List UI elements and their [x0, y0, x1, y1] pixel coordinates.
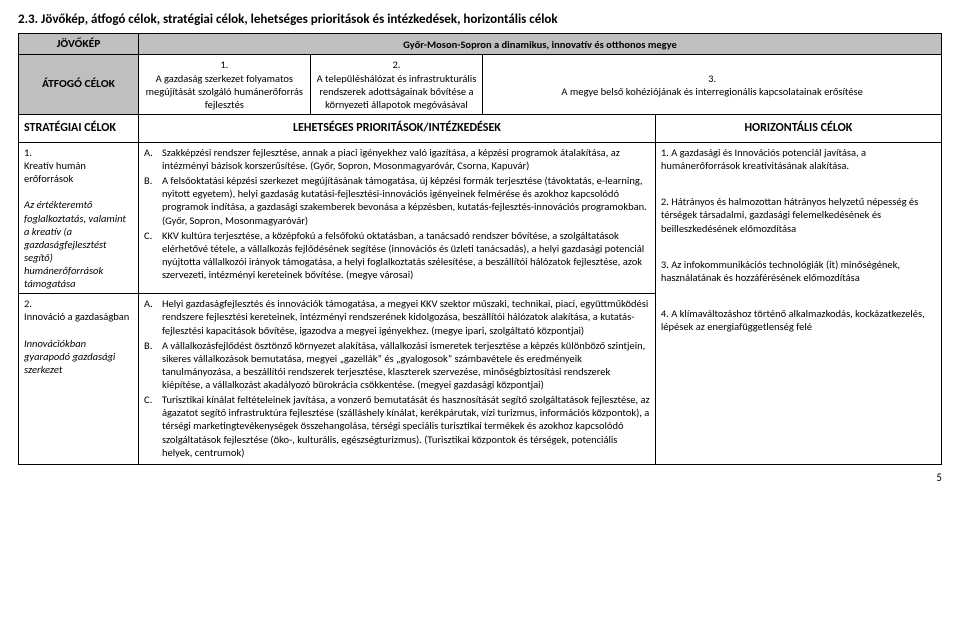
atfogo-col1: 1. A gazdaság szerkezet folyamatos megúj…	[138, 55, 310, 115]
list-item: B.A felsőoktatási képzési szerkezet megú…	[144, 174, 650, 227]
list-item: C.Turisztikai kínálat feltételeinek javí…	[144, 393, 650, 459]
jovokep-label: JÖVŐKÉP	[19, 34, 139, 55]
horiz-p1: 1. A gazdasági és Innovációs potenciál j…	[661, 146, 936, 172]
list-item: A.Szakképzési rendszer fejlesztése, anna…	[144, 146, 650, 172]
block1-measures: A.Szakképzési rendszer fejlesztése, anna…	[138, 142, 655, 293]
list-item: B.A vállalkozásfejlődést ösztönző környe…	[144, 339, 650, 392]
section-heading: 2.3. Jövőkép, átfogó célok, stratégiai c…	[18, 12, 942, 27]
atfogo-col2: 2. A településhálózat és infrastrukturál…	[310, 55, 483, 115]
list-item: A.Helyi gazdaságfejlesztés és innovációk…	[144, 297, 650, 336]
strat-col2: LEHETSÉGES PRIORITÁSOK/INTÉZKEDÉSEK	[138, 114, 655, 142]
atfogo-label: ÁTFOGÓ CÉLOK	[19, 55, 139, 115]
block2-title: 2. Innováció a gazdaságban	[24, 297, 133, 323]
block2-subtitle: Innovációkban gyarapodó gazdasági szerke…	[24, 337, 115, 376]
jovokep-text: Győr-Moson-Sopron a dinamikus, innovatív…	[138, 34, 941, 55]
block2-left: 2. Innováció a gazdaságban Innovációkban…	[19, 294, 139, 465]
atfogo-col3: 3. A megye belső kohéziójának és interre…	[483, 55, 942, 115]
page-number: 5	[18, 471, 942, 484]
block1-subtitle: Az értékteremtő foglalkoztatás, valamint…	[24, 198, 126, 290]
block1-left: 1. Kreatív humán erőforrások Az értékter…	[19, 142, 139, 293]
main-table: JÖVŐKÉP Győr-Moson-Sopron a dinamikus, i…	[18, 33, 942, 465]
horizontal-goals: 1. A gazdasági és Innovációs potenciál j…	[655, 142, 941, 464]
horiz-p3: 3. Az infokommunikációs technológiák (it…	[661, 258, 936, 284]
horiz-p4: 4. A klímaváltozáshoz történő alkalmazko…	[661, 307, 936, 333]
strat-col1: STRATÉGIAI CÉLOK	[19, 114, 139, 142]
list-item: C.KKV kultúra terjesztése, a középfokú a…	[144, 229, 650, 282]
strat-col3: HORIZONTÁLIS CÉLOK	[655, 114, 941, 142]
block2-measures: A.Helyi gazdaságfejlesztés és innovációk…	[138, 294, 655, 465]
horiz-p2: 2. Hátrányos és halmozottan hátrányos he…	[661, 195, 936, 234]
block1-title: 1. Kreatív humán erőforrások	[24, 146, 133, 185]
